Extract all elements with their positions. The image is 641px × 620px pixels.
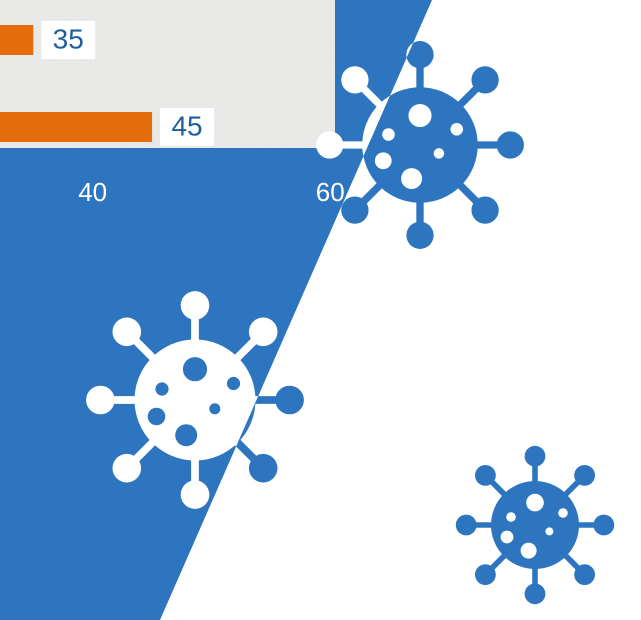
- bar: [0, 112, 153, 142]
- value-label: 45: [171, 110, 202, 141]
- x-tick-label: 40: [78, 177, 107, 207]
- bar: [0, 25, 34, 55]
- value-label-box: [160, 108, 215, 146]
- plot: 40 60 35 45: [0, 21, 345, 207]
- value-label: 35: [53, 23, 84, 54]
- value-label-box: [41, 21, 96, 59]
- x-tick-label: 60: [316, 177, 345, 207]
- virus-icon: [456, 446, 614, 604]
